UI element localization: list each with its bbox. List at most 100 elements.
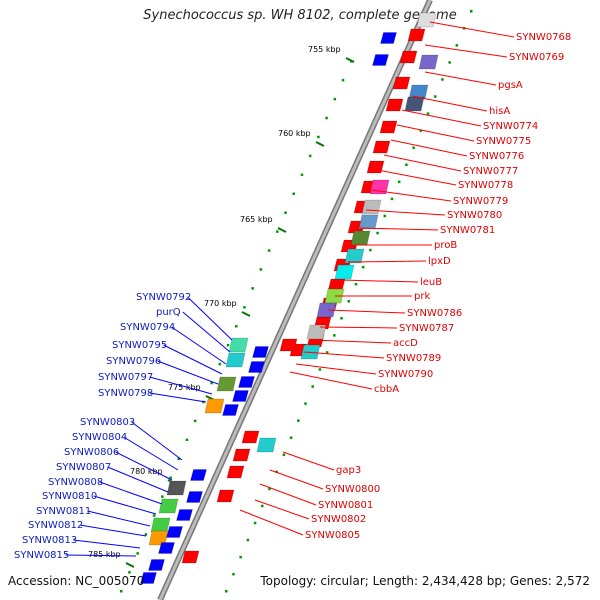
reverse-gene-arrow xyxy=(247,361,266,373)
reverse-gene-arrow xyxy=(175,509,194,521)
forward-gene-arrow xyxy=(232,448,251,462)
forward-gene-arrow xyxy=(399,50,418,64)
forward-gene-arrow xyxy=(181,550,200,564)
leader-line-left xyxy=(99,481,163,505)
leader-line-right xyxy=(319,326,398,329)
kbp-label: 780 kbp xyxy=(130,467,163,476)
forward-gene-arrow xyxy=(407,28,426,42)
leader-line-right xyxy=(396,124,475,142)
tick-dot-outer-right xyxy=(361,265,365,269)
leader-line-right xyxy=(411,95,488,112)
gene-label-right: SYNW0774 xyxy=(483,121,538,132)
forward-gene-arrow xyxy=(216,489,235,503)
gene-label-right: SYNW0801 xyxy=(318,500,373,511)
gene-label-right: SYNW0778 xyxy=(458,180,513,191)
gene-label-left: SYNW0795 xyxy=(112,340,167,351)
leader-line-right xyxy=(259,483,317,506)
tick-dot-outer-right xyxy=(397,180,401,184)
leader-line-right xyxy=(282,451,335,471)
tick-dot-outer-right xyxy=(340,317,343,320)
gene-label-left: purQ xyxy=(156,307,181,318)
leader-line-left xyxy=(182,311,231,353)
gene-feature-block xyxy=(216,376,237,392)
gene-label-right: SYNW0780 xyxy=(447,210,502,221)
forward-gene-arrow xyxy=(385,98,404,112)
leader-line-left xyxy=(107,466,169,493)
forward-gene-arrow xyxy=(241,430,260,444)
kbp-label: 785 kbp xyxy=(88,550,121,559)
gene-label-right: SYNW0781 xyxy=(440,225,495,236)
gene-label-left: SYNW0810 xyxy=(42,491,97,502)
tick-dot-outer-right xyxy=(426,112,430,115)
tick-dot-outer-left xyxy=(152,514,156,517)
map-title: Synechococcus sp. WH 8102, complete geno… xyxy=(143,8,457,23)
leader-line-right xyxy=(424,71,497,86)
leader-line-right xyxy=(239,509,304,536)
tick-dot-outer-left xyxy=(161,495,164,498)
reverse-gene-arrow xyxy=(139,572,158,584)
gene-label-right: proB xyxy=(434,240,457,251)
gene-feature-block xyxy=(334,264,355,280)
tick-dot-outer-left xyxy=(226,343,230,347)
gene-feature-block xyxy=(361,199,382,215)
tick-dot-outer-left xyxy=(136,552,139,555)
tick-dot-outer-right xyxy=(246,538,250,542)
tick-dot-outer-left xyxy=(259,268,263,271)
gene-feature-block xyxy=(225,352,246,368)
kbp-label: 760 kbp xyxy=(278,129,311,138)
leader-line-right xyxy=(429,21,515,38)
gene-feature-block xyxy=(404,96,425,112)
gene-feature-block xyxy=(158,498,179,514)
reverse-gene-arrow xyxy=(371,54,390,66)
tick-dot-outer-right xyxy=(253,521,257,525)
gene-label-right: cbbA xyxy=(374,384,399,395)
reverse-gene-arrow xyxy=(379,32,398,44)
tick-dot-outer-right xyxy=(433,95,437,98)
gene-label-left: SYNW0811 xyxy=(36,506,91,517)
gene-label-right: SYNW0802 xyxy=(311,514,366,525)
kbp-label: 770 kbp xyxy=(204,299,237,308)
topology-text: Topology: circular; Length: 2,434,428 bp… xyxy=(260,574,590,588)
kbp-tick xyxy=(277,227,287,233)
forward-gene-arrow xyxy=(372,140,391,154)
kbp-tick xyxy=(315,141,325,147)
tick-dot-outer-left xyxy=(341,78,345,82)
tick-dot-outer-left xyxy=(284,211,287,214)
gene-label-right: gap3 xyxy=(336,465,361,476)
tick-dot-outer-left xyxy=(276,230,279,233)
tick-dot-outer-right xyxy=(383,214,387,218)
gene-label-left: SYNW0803 xyxy=(80,417,135,428)
gene-feature-block xyxy=(350,230,371,246)
tick-dot-outer-right xyxy=(354,282,358,286)
gene-label-left: SYNW0807 xyxy=(56,462,111,473)
tick-dot-outer-left xyxy=(177,457,180,460)
leader-line-right xyxy=(303,351,385,359)
tick-dot-outer-left xyxy=(120,590,123,593)
forward-gene-arrow xyxy=(379,120,398,134)
reverse-gene-arrow xyxy=(147,559,166,571)
kbp-tick xyxy=(345,57,355,63)
gene-label-right: SYNW0800 xyxy=(325,484,380,495)
leader-line-right xyxy=(327,309,406,314)
gene-label-right: leuB xyxy=(420,277,442,288)
accession-text: Accession: NC_005070 xyxy=(8,574,145,588)
tick-dot-outer-left xyxy=(300,173,304,177)
gene-label-right: SYNW0776 xyxy=(469,151,524,162)
leader-line-right xyxy=(371,189,452,202)
kbp-label: 775 kbp xyxy=(168,383,201,392)
reverse-gene-arrow xyxy=(189,469,208,481)
reverse-gene-arrow xyxy=(231,390,250,402)
gene-label-left: SYNW0806 xyxy=(64,447,119,458)
tick-dot-outer-left xyxy=(144,533,148,536)
leader-line-left xyxy=(115,451,173,481)
gene-label-right: SYNW0779 xyxy=(453,196,508,207)
tick-dot-outer-right xyxy=(289,436,293,439)
kbp-label: 755 kbp xyxy=(308,45,341,54)
tick-dot-outer-left xyxy=(267,249,271,252)
tick-dot-outer-right xyxy=(282,453,286,457)
tick-dot-outer-right xyxy=(297,419,300,422)
gene-label-right: SYNW0768 xyxy=(516,32,571,43)
gene-label-left: SYNW0808 xyxy=(48,477,103,488)
leader-line-left xyxy=(187,296,233,341)
tick-dot-outer-right xyxy=(232,572,235,576)
